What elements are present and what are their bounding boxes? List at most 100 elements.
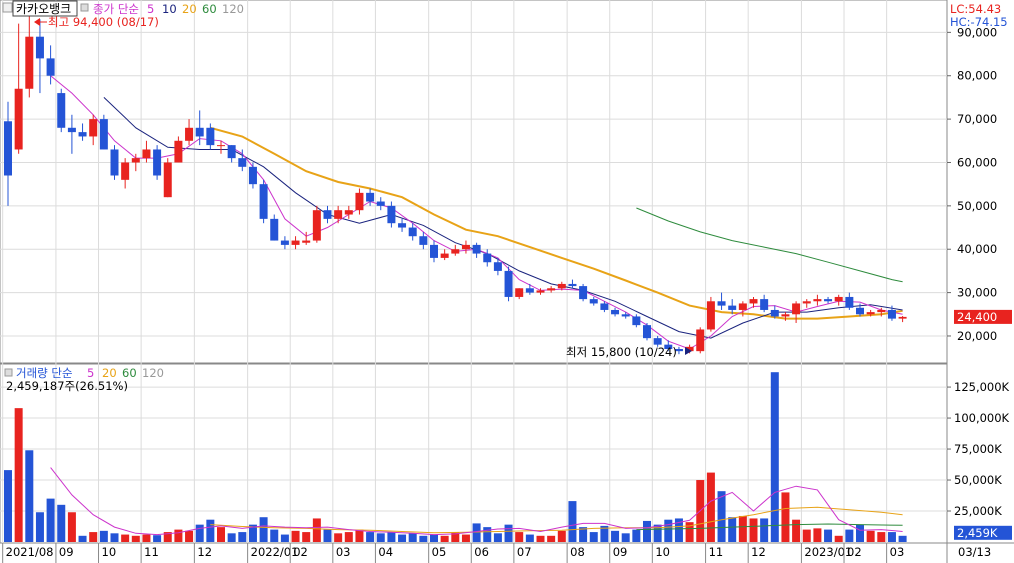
candle-body — [632, 316, 641, 326]
last-price-tag: 24,400 — [954, 309, 1012, 324]
symbol-box[interactable] — [12, 0, 78, 17]
volume-bar — [387, 532, 396, 542]
candle-body — [57, 93, 66, 128]
candle-body — [674, 348, 683, 352]
volume-bar — [717, 491, 726, 542]
candle-body — [46, 58, 55, 76]
volume-bar — [589, 532, 598, 542]
date-tick-label: 12 — [751, 545, 766, 559]
candle-body — [4, 121, 12, 176]
date-tick-label: 11 — [709, 545, 724, 559]
candlesticks — [4, 13, 907, 355]
date-tick-label: 02 — [293, 545, 308, 559]
volume-bar — [461, 534, 470, 542]
candle-body — [376, 201, 385, 206]
volume-bar — [376, 533, 385, 542]
volume-bar — [46, 498, 55, 542]
volume-tick-label: 75,000K — [954, 442, 1002, 456]
volume-ma5-line — [50, 467, 903, 536]
candle-body — [323, 210, 332, 219]
volume-tick-label: 125,000K — [954, 380, 1010, 394]
candle-body — [717, 301, 726, 306]
candle-body — [344, 210, 353, 215]
date-tick-label: 10 — [102, 545, 117, 559]
candle-body — [227, 145, 236, 159]
candle-body — [770, 309, 779, 317]
candle-body — [685, 346, 694, 352]
candle-body — [472, 244, 481, 254]
date-tick-label: 2023/01 — [804, 545, 852, 559]
high-label: 최고 94,400 (08/17) — [48, 15, 159, 29]
ma-legend-label: 종가 단순 — [93, 2, 139, 16]
candle-body — [525, 288, 534, 293]
volume-bar — [579, 527, 588, 542]
price-tick-label: 70,000 — [957, 112, 997, 126]
price-tick-label: 30,000 — [957, 286, 997, 300]
low-arrow-icon — [685, 347, 692, 355]
volume-bar — [142, 534, 151, 542]
volume-bar — [898, 535, 907, 542]
volume-bar — [845, 529, 854, 542]
candle-body — [419, 236, 428, 245]
candle-body — [174, 140, 183, 163]
ma-legend-10: 10 — [162, 2, 177, 16]
price-tick-label: 80,000 — [957, 69, 997, 83]
candle-body — [153, 149, 162, 176]
candle-body — [78, 132, 87, 137]
volume-bar — [834, 535, 843, 542]
candle-body — [387, 205, 396, 224]
volume-bar — [877, 532, 886, 542]
volume-bar — [770, 372, 779, 542]
volume-moving-averages — [50, 467, 903, 536]
candle-body — [195, 127, 204, 137]
panel-toggle-icon[interactable] — [2, 2, 13, 13]
candle-body — [802, 301, 811, 304]
candle-body — [355, 192, 364, 211]
volume-bar — [270, 529, 279, 542]
date-tick-label: 03 — [890, 545, 905, 559]
volume-bar — [781, 492, 790, 542]
volume-info: 2,459,187주(26.51%) — [6, 379, 128, 393]
candle-body — [280, 240, 289, 245]
candle-body — [89, 119, 98, 137]
volume-bar — [493, 533, 502, 542]
volume-bar — [366, 532, 375, 542]
volume-bar — [887, 532, 896, 542]
volume-bar — [4, 470, 12, 542]
candle-body — [493, 262, 502, 271]
ma-legend-120: 120 — [222, 2, 244, 16]
volume-bar — [440, 535, 449, 542]
volume-bar — [185, 530, 194, 542]
date-tick-label: 05 — [432, 545, 447, 559]
volume-legend-20: 20 — [102, 366, 117, 380]
symbol-name[interactable]: 카카오뱅크 — [16, 2, 71, 16]
candle-body — [760, 299, 769, 310]
candle-body — [664, 344, 673, 349]
candle-body — [887, 309, 896, 319]
candle-body — [877, 309, 886, 313]
volume-bar — [227, 533, 236, 542]
volume-bar — [664, 519, 673, 542]
candle-body — [25, 36, 34, 89]
candle-body — [579, 286, 588, 300]
candle-body — [557, 283, 566, 289]
volume-bar — [728, 517, 737, 542]
volume-bar — [674, 518, 683, 542]
volume-bar — [238, 532, 247, 542]
volume-bar — [706, 472, 715, 542]
date-tick-label: 2021/08 — [6, 545, 54, 559]
price-tick-label: 40,000 — [957, 242, 997, 256]
volume-bar — [611, 530, 620, 542]
candle-body — [163, 162, 172, 198]
date-tick-label: 06 — [474, 545, 489, 559]
candle-body — [845, 296, 854, 308]
price-ma10-line — [103, 97, 903, 339]
volume-bar — [557, 530, 566, 542]
volume-panel-frame — [0, 363, 948, 544]
candle-body — [430, 244, 438, 258]
candle-body — [653, 338, 662, 345]
volume-bar — [685, 522, 694, 542]
candle-body — [206, 127, 215, 146]
date-tick-label: 10 — [655, 545, 670, 559]
volume-bar — [408, 533, 417, 542]
